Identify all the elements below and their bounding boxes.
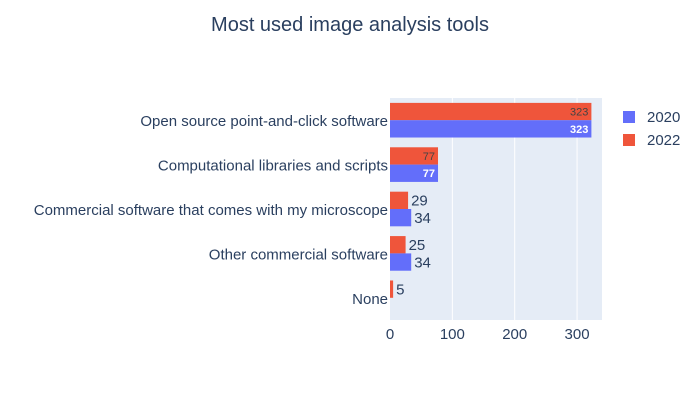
y-tick-label: Open source point-and-click software (140, 113, 388, 130)
data-label-2022-4: 5 (396, 282, 404, 299)
data-label-2020-1: 77 (423, 168, 435, 180)
x-tick-label-100: 100 (440, 326, 465, 343)
bar-2020-1 (390, 164, 439, 182)
y-tick-label: Other commercial software (209, 246, 388, 263)
bar-2022-0 (390, 102, 592, 121)
y-tick-label: None (352, 291, 388, 308)
data-label-2022-3: 25 (409, 237, 426, 254)
legend-swatch-2022 (623, 134, 635, 146)
x-tick-label-200: 200 (502, 326, 527, 343)
x-tick-label-300: 300 (565, 326, 590, 343)
data-label-2020-2: 34 (414, 210, 431, 227)
legend-label-2020: 2020 (647, 109, 680, 126)
bar-2022-4 (390, 280, 394, 298)
chart-title: Most used image analysis tools (211, 14, 489, 36)
data-label-2020-3: 34 (414, 254, 431, 271)
bar-2020-3 (390, 253, 412, 271)
y-tick-label: Commercial software that comes with my m… (34, 202, 388, 219)
data-label-2022-2: 29 (411, 193, 428, 210)
data-label-2022-0: 323 (570, 107, 588, 119)
bar-2022-2 (390, 191, 409, 209)
x-tick-label-0: 0 (386, 326, 394, 343)
bar-2020-2 (390, 209, 412, 227)
legend-label-2022: 2022 (647, 132, 680, 149)
y-tick-label: Computational libraries and scripts (158, 158, 388, 175)
legend-swatch-2020 (623, 111, 635, 123)
data-label-2020-0: 323 (570, 124, 588, 136)
bar-2022-1 (390, 147, 439, 165)
bar-2022-3 (390, 236, 406, 254)
data-label-2022-1: 77 (423, 151, 435, 163)
bar-2020-0 (390, 120, 592, 138)
